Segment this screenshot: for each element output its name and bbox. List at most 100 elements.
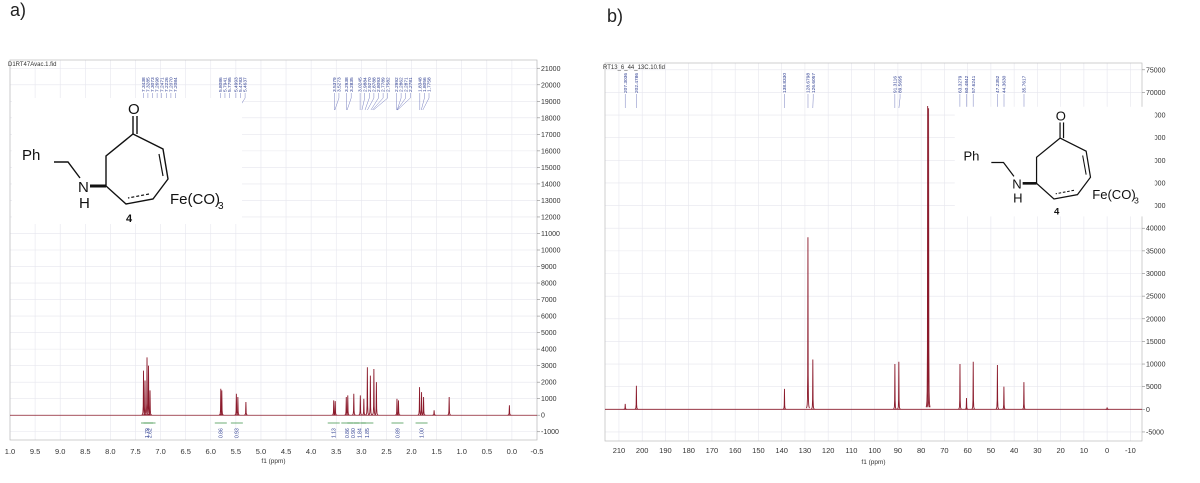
y-tick-label: 10000 [541,248,561,255]
iron-tricarbonyl-subscript: 3 [1134,195,1139,205]
y-tick-label: 75000 [1146,67,1166,74]
x-tick-label: 150 [752,446,765,455]
spectrum-peak [365,367,370,416]
x-tick-label: 0 [1105,446,1109,455]
peak-label: 2.2992 [394,77,400,92]
x-tick-label: 30 [1033,446,1041,455]
y-tick-label: 8000 [541,281,557,288]
structure-background [954,106,1155,217]
peak-label-leader [346,97,352,111]
y-tick-label: 30000 [1146,271,1166,278]
integral-label: 1.85 [365,428,371,438]
integral-label: 0.86 [345,428,351,438]
spectrum-peak [1022,382,1026,410]
compound-number: 4 [1054,207,1060,218]
y-tick-label: 35000 [1146,248,1166,255]
y-tick-label: 45000 [1146,203,1166,210]
x-tick-label: 4.5 [281,447,291,456]
seven-membered-ring [105,133,169,205]
integral-label: 0.90 [351,428,357,438]
peak-label: 7.3285 [146,77,152,92]
spectrum-peak [396,400,401,416]
y-tick-label: 15000 [1146,339,1166,346]
amine-hydrogen: H [79,195,90,212]
y-tick-label: 18000 [541,115,561,122]
spectrum-filename: RT13_6_44_13C.10.fid [603,65,665,71]
y-tick-label: -1000 [541,429,559,436]
y-tick-label: 16000 [541,148,561,155]
spectrum-peak [218,388,223,416]
phenyl-label: Ph [963,149,979,164]
peak-label: 5.4993 [233,77,239,92]
x-tick-label: 2.5 [381,447,391,456]
spectrum-peak [351,393,356,416]
spectrum-peak [141,370,146,416]
y-tick-label: 13000 [541,198,561,205]
spectrum-peak [806,237,810,409]
structure-background [12,98,242,224]
diene-bond [127,193,150,199]
peak-label-leader [372,97,384,111]
seven-membered-ring [1035,137,1092,200]
y-tick-label: 21000 [541,66,561,73]
peak-label: 7.2084 [173,77,179,92]
x-tick-label: 200 [636,446,649,455]
spectrum-peak [144,357,150,416]
peak-label-leader [422,97,430,111]
x-tick-label: 210 [613,446,626,455]
spectrum-peak [995,364,1000,410]
integral-label: 0.93 [235,428,241,438]
y-tick-label: 2000 [541,380,557,387]
peak-label: 1.8348 [417,77,423,92]
x-tick-label: 80 [917,446,925,455]
diene-bond [1055,189,1075,195]
spectrum-peak [958,364,962,410]
y-tick-label: 50000 [1146,180,1166,187]
y-tick-label: 5000 [541,330,557,337]
peak-label: 7.3438 [141,77,147,92]
spectrum-peak [361,398,366,416]
x-tick-label: 170 [706,446,719,455]
diene-bond [1082,155,1087,175]
integral-label: 1.84 [358,428,364,438]
peak-label-leader [898,97,901,109]
molecule-structure: O NH Ph Fe(CO)3 4 [12,98,242,225]
x-tick-label: 50 [987,446,995,455]
x-tick-label: 2.0 [406,447,416,456]
y-tick-label: 10000 [1146,362,1166,369]
x-tick-label: 5.5 [231,447,241,456]
peak-label: 202.4786 [634,73,640,93]
peak-label: 2.7582 [385,77,391,92]
peak-label: 138.8330 [782,73,788,93]
peak-label-leader [370,97,379,111]
peak-label-leader [397,97,411,111]
panel-letter-b: b) [607,6,624,26]
spectrum-peak [634,385,639,410]
x-tick-label: 70 [940,446,948,455]
x-tick-label: 3.5 [331,447,341,456]
peak-label: 60.4842 [964,75,970,93]
x-tick-label: 180 [682,446,695,455]
spectrum-peak [374,382,379,416]
x-tick-label: 90 [894,446,902,455]
spectrum-peak [421,397,426,416]
y-tick-label: 60000 [1146,135,1166,142]
y-tick-label: 17000 [541,132,561,139]
peak-label-leader [367,97,375,111]
ethyl-chain [991,161,1015,177]
spectrum-peak [235,397,240,416]
peak-label-leader [421,97,425,111]
peak-label: 2.2781 [408,77,414,92]
spectrum-peak [964,397,969,410]
phenyl-label: Ph [22,147,40,164]
peak-label: 7.2070 [169,77,175,92]
peak-label: 2.2862 [399,77,405,92]
amine-hydrogen: H [1013,190,1022,205]
panel-letter-a: a) [10,0,27,20]
peak-label: 207.3036 [623,73,629,93]
x-tick-label: 20 [1056,446,1064,455]
peak-label: 63.3279 [958,75,964,93]
spectrum-peak [893,364,897,410]
peak-label-leader [361,97,365,111]
